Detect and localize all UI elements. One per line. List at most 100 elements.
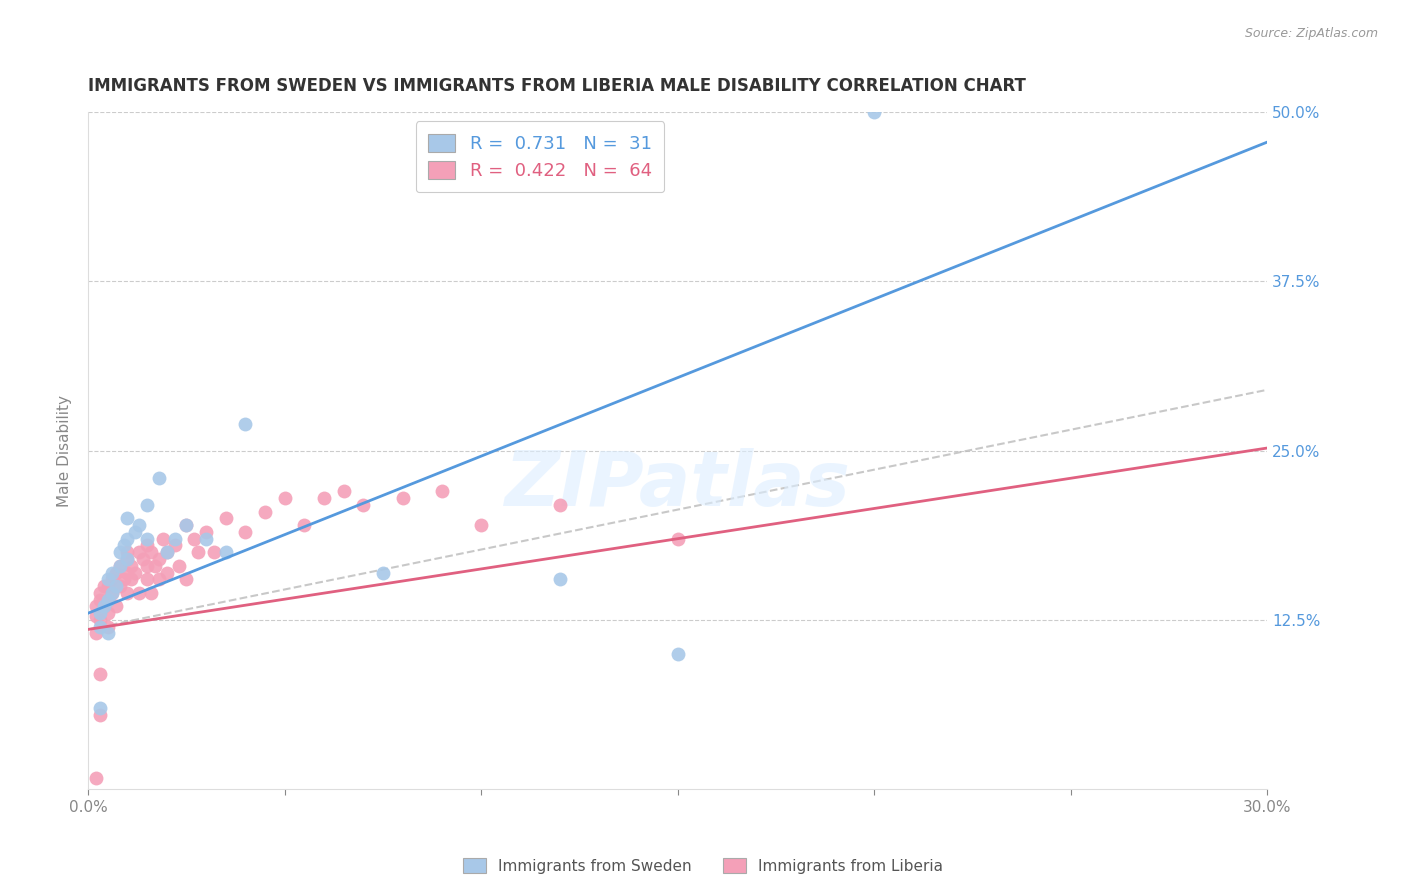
Point (156, 566, 179, 580)
Point (117, 586, 139, 600)
Point (100, 572, 122, 586)
Legend: R =  0.731   N =  31, R =  0.422   N =  64: R = 0.731 N = 31, R = 0.422 N = 64 (416, 121, 665, 193)
Point (128, 545, 150, 559)
Point (139, 545, 162, 559)
Text: IMMIGRANTS FROM SWEDEN VS IMMIGRANTS FROM LIBERIA MALE DISABILITY CORRELATION CH: IMMIGRANTS FROM SWEDEN VS IMMIGRANTS FRO… (89, 78, 1026, 95)
Point (202, 545, 225, 559)
Point (163, 532, 186, 546)
Point (104, 579, 127, 593)
Point (292, 518, 315, 533)
Y-axis label: Male Disability: Male Disability (58, 394, 72, 507)
Point (136, 539, 159, 553)
Point (117, 552, 139, 566)
Point (89, 701, 111, 715)
Point (93, 599, 115, 614)
Point (548, 498, 571, 512)
Point (108, 558, 131, 573)
Point (235, 417, 257, 431)
Point (136, 572, 159, 586)
Point (112, 572, 135, 586)
Point (89, 606, 111, 620)
Point (117, 532, 139, 546)
Point (215, 511, 238, 525)
Point (548, 572, 571, 586)
Point (167, 558, 190, 573)
Point (371, 566, 394, 580)
Point (97, 592, 120, 607)
Point (100, 566, 122, 580)
Point (84, 599, 107, 614)
Point (97, 620, 120, 634)
Point (273, 491, 295, 505)
Point (84, 608, 107, 623)
Point (148, 552, 170, 566)
Point (120, 558, 142, 573)
Point (128, 586, 150, 600)
Point (117, 552, 139, 566)
Point (136, 498, 159, 512)
Point (84, 772, 107, 786)
Point (89, 586, 111, 600)
Point (195, 532, 218, 546)
Point (128, 518, 150, 533)
Point (215, 545, 238, 559)
Point (97, 592, 120, 607)
Point (156, 545, 179, 559)
Point (120, 572, 142, 586)
Point (97, 606, 120, 620)
Point (156, 545, 179, 559)
Point (139, 586, 162, 600)
Point (163, 539, 186, 553)
Point (117, 545, 139, 559)
Point (176, 518, 198, 533)
Point (97, 579, 120, 593)
Point (117, 511, 139, 525)
Point (136, 558, 159, 573)
Point (391, 491, 413, 505)
Point (117, 566, 139, 580)
Point (176, 572, 198, 586)
Point (332, 484, 354, 499)
Point (148, 471, 170, 485)
Point (124, 566, 146, 580)
Point (104, 599, 127, 614)
Point (89, 620, 111, 634)
Point (253, 505, 276, 519)
Point (108, 579, 131, 593)
Point (93, 599, 115, 614)
Text: ZIPatlas: ZIPatlas (505, 448, 851, 522)
Point (89, 707, 111, 722)
Point (666, 532, 689, 546)
Point (148, 572, 170, 586)
Point (89, 667, 111, 681)
Point (124, 524, 146, 539)
Point (89, 613, 111, 627)
Text: Source: ZipAtlas.com: Source: ZipAtlas.com (1244, 27, 1378, 40)
Point (132, 552, 155, 566)
Point (235, 524, 257, 539)
Point (666, 647, 689, 661)
Point (97, 626, 120, 640)
Legend: Immigrants from Sweden, Immigrants from Liberia: Immigrants from Sweden, Immigrants from … (457, 852, 949, 880)
Point (84, 626, 107, 640)
Point (93, 579, 115, 593)
Point (183, 532, 205, 546)
Point (108, 558, 131, 573)
Point (112, 539, 135, 553)
Point (187, 545, 209, 559)
Point (152, 532, 174, 546)
Point (100, 586, 122, 600)
Point (195, 524, 218, 539)
Point (430, 484, 453, 499)
Point (104, 566, 127, 580)
Point (352, 498, 374, 512)
Point (97, 572, 120, 586)
Point (312, 491, 335, 505)
Point (470, 518, 492, 533)
Point (143, 558, 166, 573)
Point (136, 532, 159, 546)
Point (176, 518, 198, 533)
Point (108, 545, 131, 559)
Point (89, 592, 111, 607)
Point (863, 105, 886, 120)
